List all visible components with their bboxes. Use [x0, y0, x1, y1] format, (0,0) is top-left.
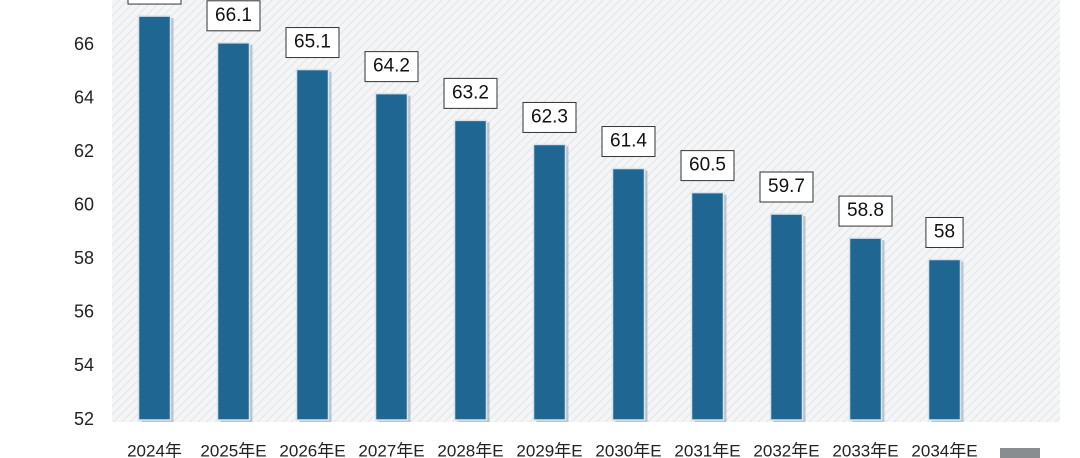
value-label: 58.8	[847, 200, 884, 221]
value-label: 61.4	[610, 131, 647, 152]
value-label-box	[443, 77, 498, 109]
bar	[374, 92, 409, 421]
bar	[611, 167, 646, 421]
value-label: 60.5	[689, 155, 726, 176]
y-tick-label: 54	[74, 355, 94, 375]
x-tick-label: 2032年E	[753, 441, 819, 458]
value-label-box	[206, 0, 261, 32]
value-label: 64.2	[373, 56, 410, 77]
y-tick-label: 56	[74, 302, 94, 322]
value-label-box	[127, 0, 182, 5]
value-label: 66.1	[215, 5, 252, 26]
bar	[137, 15, 172, 421]
bar	[769, 213, 804, 421]
value-label: 63.2	[452, 82, 489, 103]
bar	[532, 143, 567, 421]
bar	[848, 237, 883, 421]
x-tick-label: 2024年	[127, 441, 182, 458]
bar	[453, 119, 488, 421]
y-tick-label: 62	[74, 141, 94, 161]
value-label-box	[285, 27, 340, 59]
y-tick-label: 58	[74, 248, 94, 268]
value-label-box	[680, 150, 735, 182]
x-tick-label: 2034年E	[911, 441, 977, 458]
value-label: 65.1	[294, 32, 331, 53]
y-tick-label: 60	[74, 195, 94, 215]
bar	[216, 42, 251, 421]
bar	[927, 258, 962, 421]
plot-area	[112, 0, 1060, 422]
y-tick-label: 52	[74, 409, 94, 429]
value-label-box	[759, 171, 814, 203]
bar	[295, 68, 330, 421]
value-label-box	[522, 101, 577, 133]
x-tick-label: 2031年E	[674, 441, 740, 458]
x-tick-label: 2029年E	[516, 441, 582, 458]
value-label: 58	[934, 222, 955, 243]
bar	[690, 191, 725, 421]
value-label-box	[601, 126, 656, 158]
x-tick-label: 2030年E	[595, 441, 661, 458]
x-tick-label: 2033年E	[832, 441, 898, 458]
x-tick-label: 2028年E	[437, 441, 503, 458]
value-label: 62.3	[531, 106, 568, 127]
x-tick-label: 2027年E	[358, 441, 424, 458]
x-tick-label: 2025年E	[200, 441, 266, 458]
value-label-box	[925, 216, 964, 248]
decoration	[1000, 448, 1040, 458]
value-label-box	[838, 195, 893, 227]
x-tick-label: 2026年E	[279, 441, 345, 458]
y-tick-label: 64	[74, 88, 94, 108]
y-tick-label: 66	[74, 34, 94, 54]
value-label-box	[364, 51, 419, 83]
value-label: 59.7	[768, 176, 805, 197]
